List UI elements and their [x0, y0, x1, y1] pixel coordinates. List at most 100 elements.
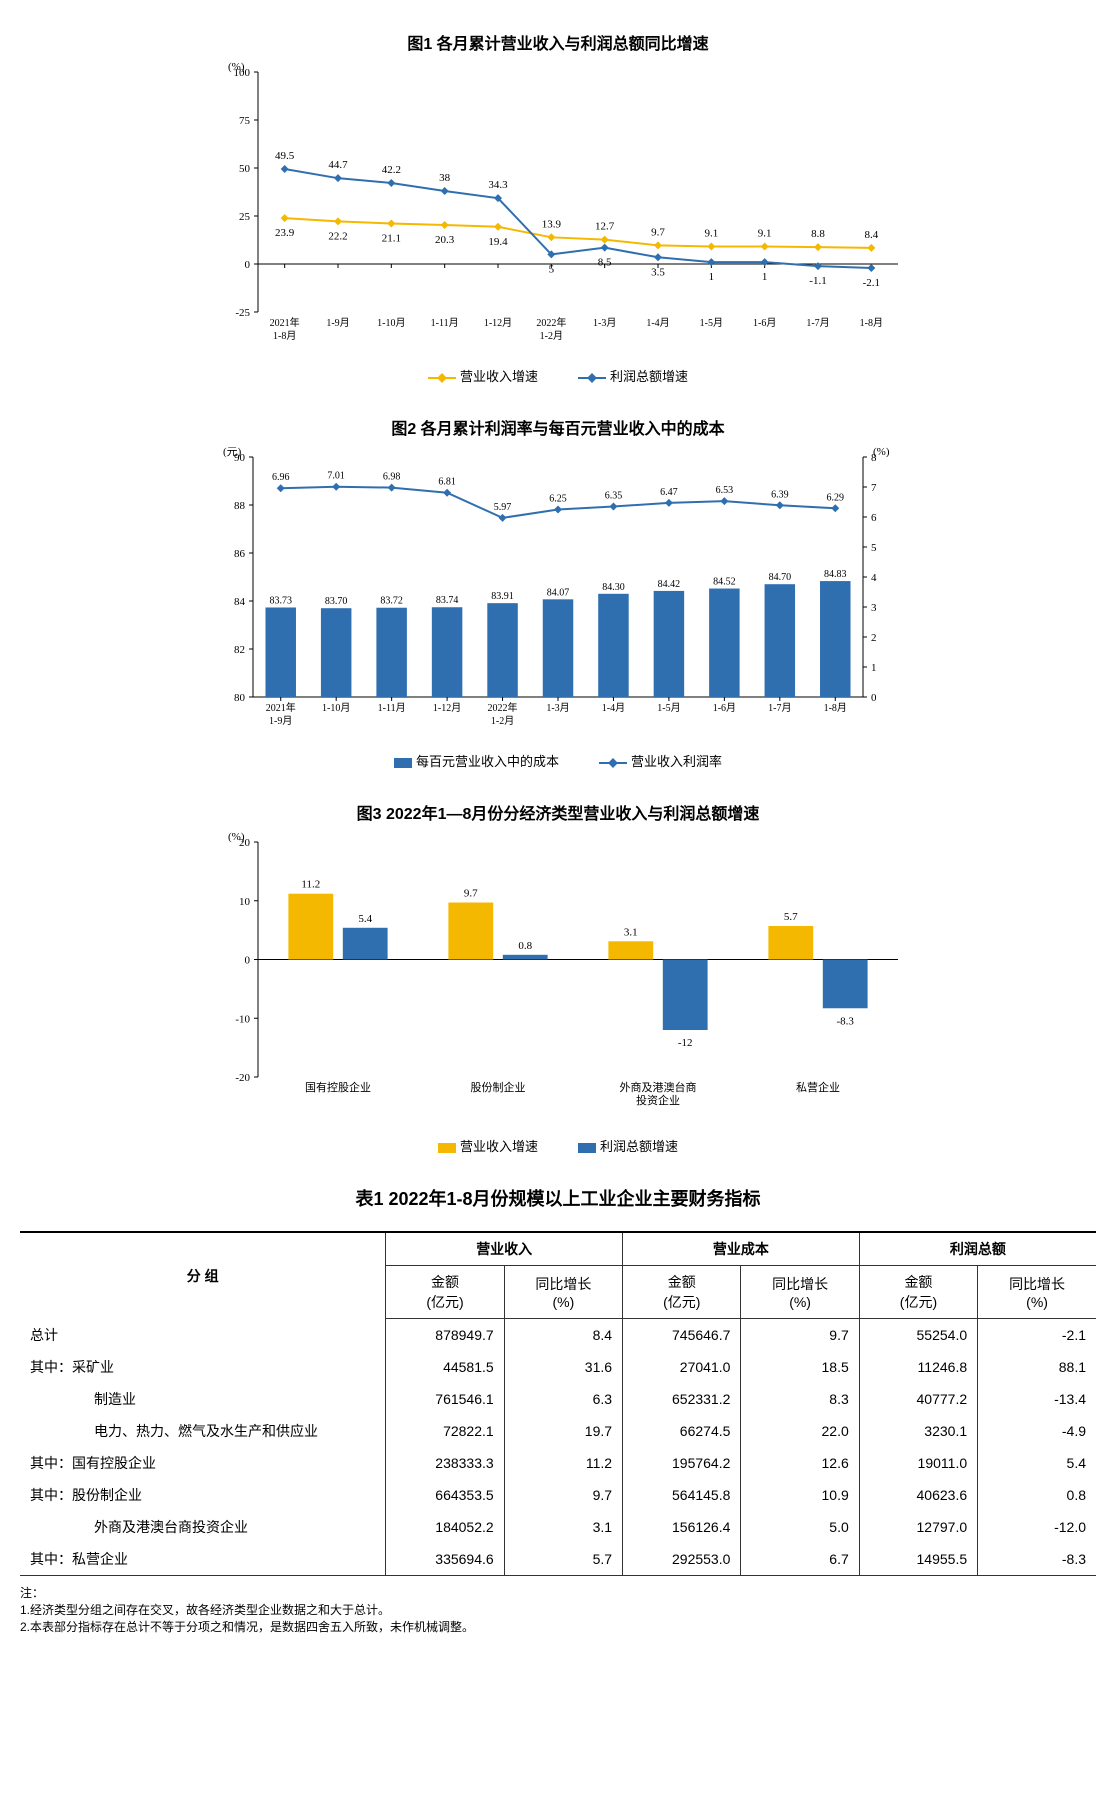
svg-text:-10: -10: [235, 1013, 250, 1025]
svg-text:-25: -25: [235, 307, 250, 319]
svg-text:1-3月: 1-3月: [593, 317, 616, 329]
svg-text:1-8月: 1-8月: [824, 702, 847, 714]
svg-text:38: 38: [439, 172, 451, 184]
svg-text:-12: -12: [678, 1037, 693, 1049]
svg-text:1-6月: 1-6月: [753, 317, 776, 329]
svg-text:20.3: 20.3: [435, 234, 455, 246]
svg-text:19.4: 19.4: [488, 236, 508, 248]
svg-text:5.7: 5.7: [784, 911, 798, 923]
svg-text:34.3: 34.3: [488, 179, 508, 191]
svg-text:(元): (元): [223, 447, 242, 458]
svg-text:5: 5: [871, 542, 877, 554]
svg-text:(%): (%): [228, 832, 245, 843]
table-row: 外商及港澳台商投资企业184052.23.1156126.45.012797.0…: [20, 1511, 1096, 1543]
svg-text:2021年1-9月: 2021年1-9月: [266, 701, 296, 727]
svg-text:8.8: 8.8: [811, 228, 825, 240]
table-row: 其中：采矿业44581.531.627041.018.511246.888.1: [20, 1351, 1096, 1383]
table-header-0: 营业收入: [386, 1232, 623, 1266]
svg-text:1-5月: 1-5月: [657, 702, 680, 714]
table-row: 其中：股份制企业664353.59.7564145.810.940623.60.…: [20, 1479, 1096, 1511]
chart3-svg: -20-1001020(%)11.25.4国有控股企业9.70.8股份制企业3.…: [198, 832, 918, 1132]
svg-text:12.7: 12.7: [595, 221, 615, 233]
svg-text:84.70: 84.70: [769, 572, 792, 583]
svg-text:44.7: 44.7: [328, 159, 348, 171]
svg-text:1-12月: 1-12月: [484, 317, 512, 329]
svg-text:1-5月: 1-5月: [700, 317, 723, 329]
svg-text:0: 0: [871, 692, 877, 704]
svg-text:9.1: 9.1: [758, 228, 772, 240]
svg-text:1: 1: [871, 662, 877, 674]
svg-text:1: 1: [762, 271, 768, 283]
svg-text:6.53: 6.53: [716, 485, 734, 496]
svg-text:25: 25: [239, 211, 251, 223]
svg-text:83.91: 83.91: [491, 591, 513, 602]
svg-text:7.01: 7.01: [327, 471, 345, 482]
table1-footnotes: 注：1.经济类型分组之间存在交叉，故各经济类型企业数据之和大于总计。2.本表部分…: [20, 1584, 1096, 1635]
table1: 分 组营业收入营业成本利润总额金额(亿元)同比增长(%)金额(亿元)同比增长(%…: [20, 1231, 1096, 1576]
svg-text:9.7: 9.7: [464, 888, 478, 900]
chart1-svg: -2502550751002021年1-8月1-9月1-10月1-11月1-12…: [198, 62, 918, 362]
svg-text:0.8: 0.8: [518, 940, 532, 952]
svg-text:3.1: 3.1: [624, 926, 638, 938]
svg-text:2022年1-2月: 2022年1-2月: [536, 316, 566, 342]
svg-text:(%): (%): [228, 62, 245, 73]
svg-text:1-11月: 1-11月: [431, 317, 459, 329]
svg-text:4: 4: [871, 572, 877, 584]
svg-text:6.98: 6.98: [383, 472, 401, 483]
svg-text:6.29: 6.29: [827, 492, 845, 503]
table-header-2: 利润总额: [859, 1232, 1096, 1266]
svg-text:1-3月: 1-3月: [546, 702, 569, 714]
svg-text:1-10月: 1-10月: [322, 702, 350, 714]
chart1-legend: 营业收入增速利润总额增速: [178, 366, 938, 385]
svg-text:21.1: 21.1: [382, 232, 401, 244]
svg-text:6.96: 6.96: [272, 472, 290, 483]
svg-text:5.97: 5.97: [494, 502, 512, 513]
table-row: 制造业761546.16.3652331.28.340777.2-13.4: [20, 1383, 1096, 1415]
chart1: 图1 各月累计营业收入与利润总额同比增速 -2502550751002021年1…: [178, 30, 938, 385]
svg-text:1-12月: 1-12月: [433, 702, 461, 714]
svg-text:-1.1: -1.1: [809, 275, 826, 287]
svg-text:(%): (%): [873, 447, 890, 458]
chart3: 图3 2022年1—8月份分经济类型营业收入与利润总额增速 -20-100102…: [178, 800, 938, 1155]
svg-text:5: 5: [549, 263, 555, 275]
svg-text:0: 0: [245, 955, 251, 967]
svg-text:9.7: 9.7: [651, 226, 665, 238]
svg-text:6: 6: [871, 512, 877, 524]
svg-text:1-6月: 1-6月: [713, 702, 736, 714]
svg-text:50: 50: [239, 163, 251, 175]
svg-text:6.47: 6.47: [660, 487, 678, 498]
svg-text:股份制企业: 股份制企业: [471, 1080, 526, 1094]
svg-text:49.5: 49.5: [275, 150, 295, 162]
chart3-legend: 营业收入增速利润总额增速: [178, 1136, 938, 1155]
svg-text:23.9: 23.9: [275, 227, 295, 239]
svg-text:5.4: 5.4: [358, 913, 372, 925]
svg-text:国有控股企业: 国有控股企业: [305, 1080, 371, 1094]
svg-text:10: 10: [239, 896, 251, 908]
table-header-group: 分 组: [20, 1232, 386, 1319]
table-row: 总计878949.78.4745646.79.755254.0-2.1: [20, 1319, 1096, 1351]
svg-text:11.2: 11.2: [301, 879, 320, 891]
chart2-svg: 808284868890012345678(元)(%)83.7383.7083.…: [198, 447, 918, 747]
svg-text:6.35: 6.35: [605, 491, 623, 502]
svg-text:84.07: 84.07: [547, 587, 570, 598]
svg-text:6.25: 6.25: [549, 494, 567, 505]
table-row: 其中：私营企业335694.65.7292553.06.714955.5-8.3: [20, 1543, 1096, 1576]
table-row: 电力、热力、燃气及水生产和供应业72822.119.766274.522.032…: [20, 1415, 1096, 1447]
svg-text:1-4月: 1-4月: [646, 317, 669, 329]
svg-text:80: 80: [234, 692, 246, 704]
svg-text:83.72: 83.72: [380, 596, 403, 607]
svg-text:3.5: 3.5: [651, 266, 665, 278]
chart2-title: 图2 各月累计利润率与每百元营业收入中的成本: [178, 415, 938, 439]
svg-text:1-10月: 1-10月: [377, 317, 405, 329]
svg-text:外商及港澳台商投资企业: 外商及港澳台商投资企业: [620, 1080, 697, 1107]
chart1-title: 图1 各月累计营业收入与利润总额同比增速: [178, 30, 938, 54]
chart2-legend: 每百元营业收入中的成本营业收入利润率: [178, 751, 938, 770]
svg-text:-20: -20: [235, 1072, 250, 1084]
table-header-1: 营业成本: [623, 1232, 860, 1266]
svg-text:42.2: 42.2: [382, 164, 401, 176]
svg-text:私营企业: 私营企业: [796, 1080, 840, 1094]
table1-title: 表1 2022年1-8月份规模以上工业企业主要财务指标: [20, 1185, 1096, 1211]
svg-text:1-4月: 1-4月: [602, 702, 625, 714]
chart3-title: 图3 2022年1—8月份分经济类型营业收入与利润总额增速: [178, 800, 938, 824]
svg-text:1-7月: 1-7月: [806, 317, 829, 329]
